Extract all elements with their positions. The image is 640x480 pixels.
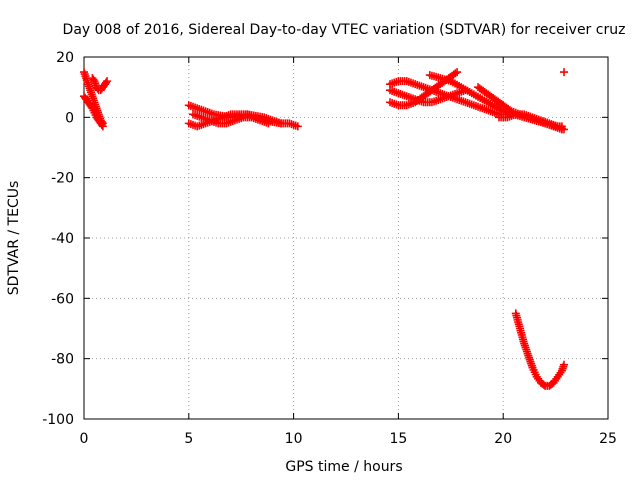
y-tick-labels: -100 -80 -60 -40 -20 0 20	[42, 50, 74, 428]
chart-title: Day 008 of 2016, Sidereal Day-to-day VTE…	[63, 22, 626, 38]
data-point	[451, 69, 460, 78]
y-tick-label: 20	[56, 50, 74, 66]
data-point	[539, 380, 548, 389]
grid-lines	[84, 57, 608, 419]
data-point	[103, 77, 112, 86]
x-tick-label: 0	[80, 431, 89, 447]
series-track-f	[188, 110, 273, 128]
y-tick-label: 0	[65, 110, 74, 126]
data-point	[97, 120, 106, 129]
y-axis-label: SDTVAR / TECUs	[6, 181, 22, 296]
x-tick-labels: 0 5 10 15 20 25	[80, 431, 617, 447]
data-point	[453, 68, 462, 77]
data-points	[80, 68, 568, 390]
x-tick-label: 5	[184, 431, 193, 447]
series-track-b	[80, 92, 107, 131]
data-point	[98, 122, 107, 131]
y-tick-label: -80	[51, 352, 74, 368]
y-tick-label: -100	[42, 412, 74, 428]
data-point	[293, 122, 302, 131]
x-tick-label: 20	[494, 431, 512, 447]
data-point	[277, 119, 286, 128]
plot-frame	[83, 56, 609, 420]
data-point	[559, 125, 568, 134]
x-tick-label: 25	[599, 431, 617, 447]
x-tick-label: 15	[389, 431, 407, 447]
x-tick-label: 10	[285, 431, 303, 447]
series-track-m	[511, 309, 568, 390]
y-tick-label: -40	[51, 231, 74, 247]
series-track-l	[495, 110, 568, 134]
axis-ticks	[83, 56, 609, 420]
series-track-n	[559, 68, 568, 77]
y-tick-label: -20	[51, 171, 74, 187]
data-point	[559, 360, 568, 369]
data-point	[559, 68, 568, 77]
x-axis-label: GPS time / hours	[285, 459, 402, 475]
y-tick-label: -60	[51, 291, 74, 307]
data-point	[89, 75, 98, 84]
data-point	[264, 119, 273, 128]
series-track-c	[88, 74, 112, 95]
data-point	[102, 78, 111, 87]
